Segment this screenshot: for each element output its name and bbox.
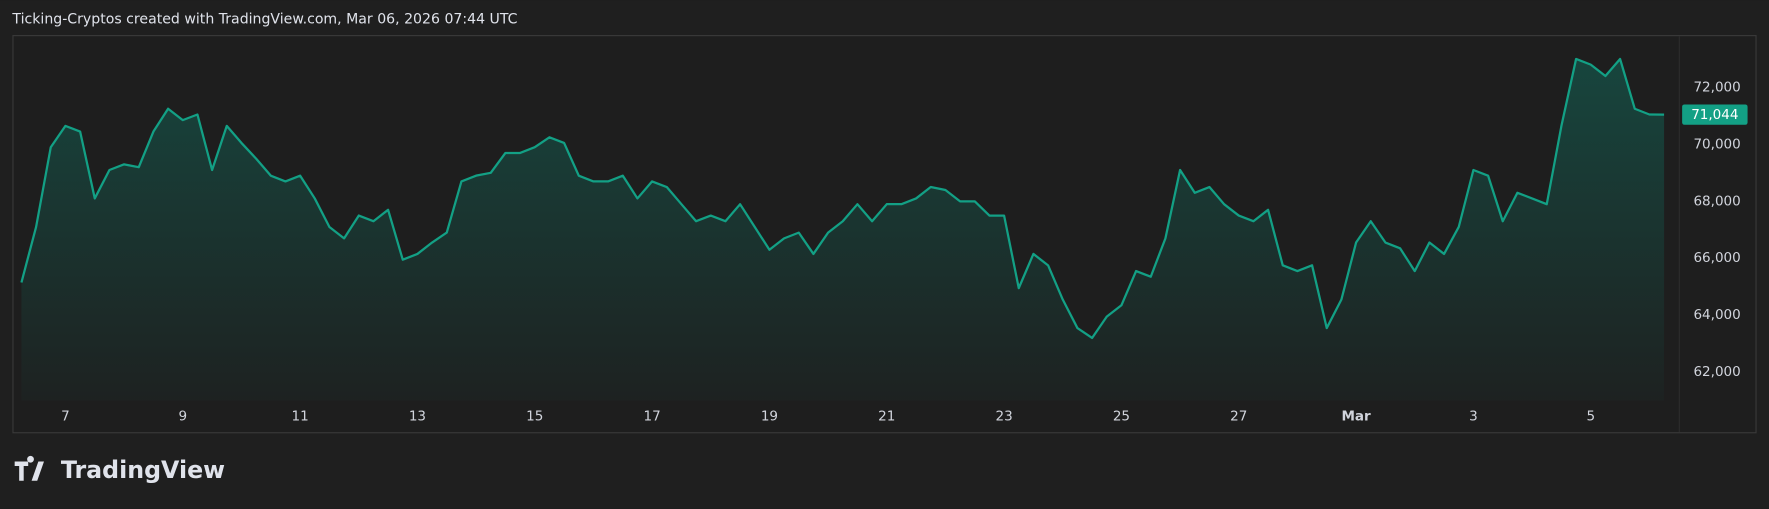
watermark: TradingView <box>61 456 225 484</box>
last-price-label: 71,044 <box>1691 107 1738 123</box>
area-fill <box>21 58 1665 401</box>
y-tick-label: 64,000 <box>1693 307 1740 323</box>
x-tick-label: 15 <box>526 408 543 424</box>
x-tick-label: 21 <box>878 408 895 424</box>
x-tick-label: 11 <box>291 408 308 424</box>
x-tick-label: Mar <box>1341 408 1371 424</box>
x-tick-label: 17 <box>643 408 660 424</box>
logo <box>14 455 44 481</box>
y-tick-label: 72,000 <box>1693 79 1740 95</box>
y-tick-label: 68,000 <box>1693 193 1740 209</box>
x-tick-label: 9 <box>178 408 187 424</box>
y-tick-label: 70,000 <box>1693 136 1740 152</box>
x-tick-label: 13 <box>409 408 426 424</box>
x-tick-label: 27 <box>1230 408 1247 424</box>
plot: 62,000 64,000 66,000 68,000 70,000 72,000 7 9 11… <box>20 57 1748 424</box>
x-tick-label: 3 <box>1469 408 1478 424</box>
x-tick-label: 25 <box>1113 408 1130 424</box>
y-tick-label: 62,000 <box>1693 364 1740 380</box>
x-tick-label: 5 <box>1586 408 1595 424</box>
x-tick-label: 7 <box>61 408 70 424</box>
last-price-box <box>1682 104 1748 125</box>
header-title: Ticking-Cryptos created with TradingView… <box>11 11 517 27</box>
x-tick-label: 23 <box>995 408 1012 424</box>
x-tick-label: 19 <box>761 408 778 424</box>
price-line <box>20 57 1665 340</box>
logo-icon <box>14 455 44 481</box>
y-tick-label: 66,000 <box>1693 250 1740 266</box>
